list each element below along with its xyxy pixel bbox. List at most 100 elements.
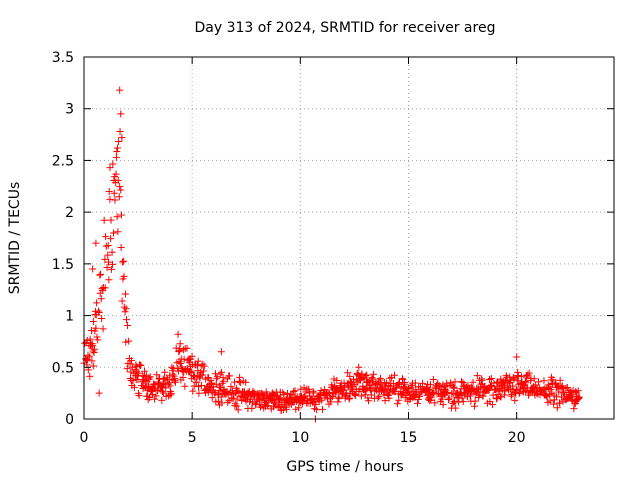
data-point bbox=[175, 348, 183, 356]
data-point bbox=[88, 357, 96, 365]
data-point bbox=[242, 378, 250, 386]
data-point bbox=[427, 394, 435, 402]
data-point bbox=[118, 297, 126, 305]
data-point bbox=[575, 393, 583, 401]
data-point bbox=[327, 394, 335, 402]
data-point bbox=[124, 321, 132, 329]
data-point bbox=[355, 363, 363, 371]
data-point bbox=[148, 390, 156, 398]
data-point bbox=[445, 396, 453, 404]
data-point bbox=[510, 375, 518, 383]
data-point bbox=[358, 370, 366, 378]
data-point bbox=[93, 333, 101, 341]
data-point bbox=[367, 391, 375, 399]
data-point bbox=[101, 255, 109, 263]
data-point bbox=[305, 385, 313, 393]
data-point bbox=[108, 260, 116, 268]
data-point bbox=[300, 393, 308, 401]
data-point bbox=[216, 370, 224, 378]
data-point bbox=[90, 362, 98, 370]
data-point bbox=[525, 369, 533, 377]
data-point bbox=[121, 290, 129, 298]
data-point bbox=[233, 395, 241, 403]
data-point bbox=[121, 308, 129, 316]
data-point bbox=[513, 353, 521, 361]
data-point bbox=[200, 362, 208, 370]
y-axis-label: SRMTID / TECUs bbox=[7, 182, 23, 295]
data-point bbox=[161, 368, 169, 376]
data-point bbox=[354, 371, 362, 379]
data-point bbox=[98, 285, 106, 293]
data-point bbox=[108, 248, 116, 256]
data-point bbox=[200, 367, 208, 375]
data-point bbox=[344, 369, 352, 377]
data-point bbox=[401, 379, 409, 387]
data-point bbox=[451, 397, 459, 405]
data-point bbox=[458, 394, 466, 402]
data-point bbox=[90, 345, 98, 353]
data-point bbox=[85, 353, 93, 361]
data-point bbox=[574, 387, 582, 395]
data-point bbox=[101, 284, 109, 292]
data-point bbox=[334, 393, 342, 401]
data-point bbox=[424, 385, 432, 393]
data-point bbox=[107, 265, 115, 273]
data-point bbox=[372, 379, 380, 387]
data-point bbox=[486, 376, 494, 384]
data-point bbox=[179, 366, 187, 374]
data-point bbox=[86, 372, 94, 380]
data-point bbox=[414, 396, 422, 404]
data-point bbox=[349, 375, 357, 383]
data-point bbox=[104, 242, 112, 250]
data-point bbox=[487, 375, 495, 383]
axis-ticks bbox=[83, 56, 614, 420]
data-point bbox=[248, 404, 256, 412]
data-point bbox=[141, 377, 149, 385]
data-point bbox=[177, 359, 185, 367]
data-point bbox=[112, 170, 120, 178]
data-point bbox=[141, 367, 149, 375]
data-point bbox=[159, 388, 167, 396]
data-point bbox=[94, 336, 102, 344]
data-point bbox=[159, 375, 167, 383]
data-point bbox=[236, 373, 244, 381]
data-point bbox=[231, 378, 239, 386]
data-point bbox=[100, 216, 108, 224]
data-point bbox=[116, 86, 124, 94]
data-point bbox=[411, 379, 419, 387]
data-point bbox=[470, 402, 478, 410]
data-point bbox=[122, 338, 130, 346]
data-point bbox=[342, 389, 350, 397]
data-point bbox=[131, 366, 139, 374]
data-point bbox=[106, 164, 114, 172]
data-point bbox=[110, 229, 118, 237]
data-point bbox=[459, 378, 467, 386]
data-point bbox=[505, 386, 513, 394]
data-point bbox=[310, 389, 318, 397]
data-point bbox=[195, 383, 203, 391]
data-point bbox=[522, 379, 530, 387]
data-point bbox=[350, 390, 358, 398]
data-point bbox=[385, 388, 393, 396]
data-point bbox=[226, 372, 234, 380]
data-point bbox=[192, 378, 200, 386]
data-point bbox=[521, 377, 529, 385]
data-point bbox=[218, 399, 226, 407]
data-point bbox=[502, 372, 510, 380]
data-point bbox=[291, 387, 299, 395]
data-point bbox=[119, 258, 127, 266]
y-tick-label: 3.5 bbox=[52, 50, 74, 66]
data-point bbox=[92, 324, 100, 332]
data-point bbox=[396, 387, 404, 395]
data-point bbox=[208, 394, 216, 402]
data-point bbox=[115, 193, 123, 201]
data-point bbox=[365, 397, 373, 405]
data-point bbox=[447, 379, 455, 387]
data-point bbox=[323, 395, 331, 403]
plot-frame bbox=[83, 56, 615, 420]
data-point bbox=[488, 401, 496, 409]
data-point bbox=[110, 189, 118, 197]
x-tick-label: 15 bbox=[400, 430, 418, 446]
data-point bbox=[321, 386, 329, 394]
data-point bbox=[218, 368, 226, 376]
